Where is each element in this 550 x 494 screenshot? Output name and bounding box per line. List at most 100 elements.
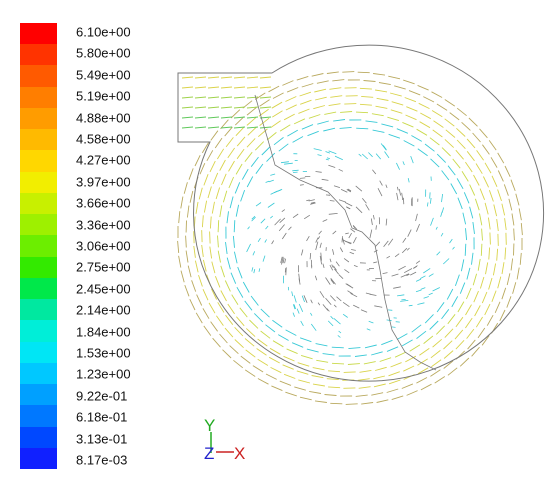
velocity-vector — [372, 169, 377, 175]
velocity-vector — [403, 79, 415, 85]
velocity-vector — [378, 82, 391, 86]
velocity-vector — [375, 153, 382, 160]
velocity-vector — [461, 171, 469, 182]
velocity-vector — [338, 168, 344, 172]
velocity-vector — [415, 260, 421, 264]
velocity-vector — [296, 75, 309, 81]
velocity-vector — [341, 236, 343, 243]
velocity-vector — [201, 142, 209, 154]
velocity-vector — [333, 268, 339, 275]
velocity-vector — [207, 126, 220, 129]
velocity-vector — [284, 162, 293, 165]
velocity-vector — [345, 232, 349, 235]
velocity-vector — [371, 351, 383, 356]
velocity-vector — [417, 148, 428, 157]
velocity-vector — [251, 267, 254, 272]
velocity-vector — [363, 80, 376, 82]
velocity-vector — [246, 138, 256, 148]
velocity-vector — [347, 188, 352, 192]
velocity-vector — [208, 302, 216, 314]
velocity-vector — [259, 99, 270, 107]
colormap-swatch — [20, 426, 57, 448]
velocity-vector — [330, 315, 334, 320]
velocity-vector — [239, 307, 248, 318]
velocity-vector — [397, 186, 399, 191]
velocity-vector — [441, 147, 451, 157]
velocity-vector — [332, 249, 335, 255]
velocity-vector — [389, 92, 402, 97]
velocity-vector — [233, 116, 246, 119]
velocity-vector — [361, 95, 374, 98]
velocity-vector — [317, 154, 322, 156]
velocity-vector — [268, 356, 280, 364]
velocity-vector — [207, 96, 220, 99]
velocity-vector — [220, 76, 233, 79]
velocity-vector — [355, 206, 363, 214]
velocity-vector — [497, 276, 502, 289]
velocity-vector — [416, 128, 428, 136]
velocity-vector — [233, 86, 246, 89]
velocity-vector — [212, 337, 221, 348]
velocity-vector — [214, 137, 223, 149]
velocity-vector — [429, 320, 439, 330]
velocity-vector — [497, 189, 502, 202]
velocity-vector — [359, 369, 372, 373]
velocity-vector — [298, 379, 311, 384]
velocity-vector — [457, 197, 463, 210]
velocity-vector — [178, 255, 182, 268]
velocity-vector — [313, 105, 326, 110]
velocity-vector — [497, 170, 504, 182]
velocity-vector — [486, 314, 494, 326]
velocity-vector — [352, 225, 356, 229]
velocity-vector — [506, 296, 512, 308]
velocity-vector — [338, 274, 344, 279]
velocity-vector — [408, 90, 421, 96]
velocity-vector — [259, 86, 272, 89]
velocity-vector — [314, 400, 327, 403]
velocity-vector — [210, 130, 219, 141]
velocity-vector — [420, 275, 426, 279]
velocity-vector — [368, 320, 374, 324]
velocity-vector — [348, 347, 361, 350]
velocity-vector — [479, 276, 485, 289]
velocity-vector — [207, 76, 220, 79]
velocity-vector — [464, 243, 467, 256]
velocity-vector — [443, 340, 453, 350]
velocity-vector — [270, 215, 274, 219]
velocity-vector — [285, 104, 297, 111]
velocity-vector — [504, 218, 507, 231]
velocity-vector — [316, 359, 329, 363]
velocity-vector — [240, 189, 246, 202]
velocity-vector — [184, 284, 190, 297]
velocity-vector — [325, 158, 329, 161]
velocity-vector — [365, 292, 371, 295]
velocity-vector — [372, 129, 385, 133]
velocity-vector — [307, 130, 319, 137]
velocity-vector — [245, 328, 256, 337]
velocity-vector — [312, 367, 325, 371]
velocity-vector — [292, 312, 295, 317]
velocity-vector — [181, 126, 194, 129]
velocity-vector — [474, 305, 481, 317]
velocity-vector — [491, 175, 498, 187]
velocity-vector — [299, 184, 304, 186]
velocity-vector — [272, 340, 284, 348]
velocity-vector — [246, 243, 251, 253]
colormap-swatch — [20, 299, 57, 321]
velocity-vector — [322, 353, 335, 356]
velocity-vector — [351, 249, 356, 251]
velocity-vector — [430, 217, 434, 226]
velocity-vector — [358, 153, 362, 157]
velocity-vector — [236, 286, 244, 298]
velocity-vector — [177, 240, 180, 253]
velocity-vector — [271, 385, 283, 392]
velocity-vector — [482, 144, 490, 155]
velocity-vector — [233, 96, 246, 99]
velocity-vector — [244, 338, 255, 347]
velocity-vector — [283, 113, 295, 121]
velocity-vector — [340, 111, 353, 113]
velocity-vector — [314, 275, 318, 281]
velocity-vector — [443, 350, 454, 359]
velocity-vector — [432, 287, 440, 292]
velocity-vector — [231, 294, 239, 305]
